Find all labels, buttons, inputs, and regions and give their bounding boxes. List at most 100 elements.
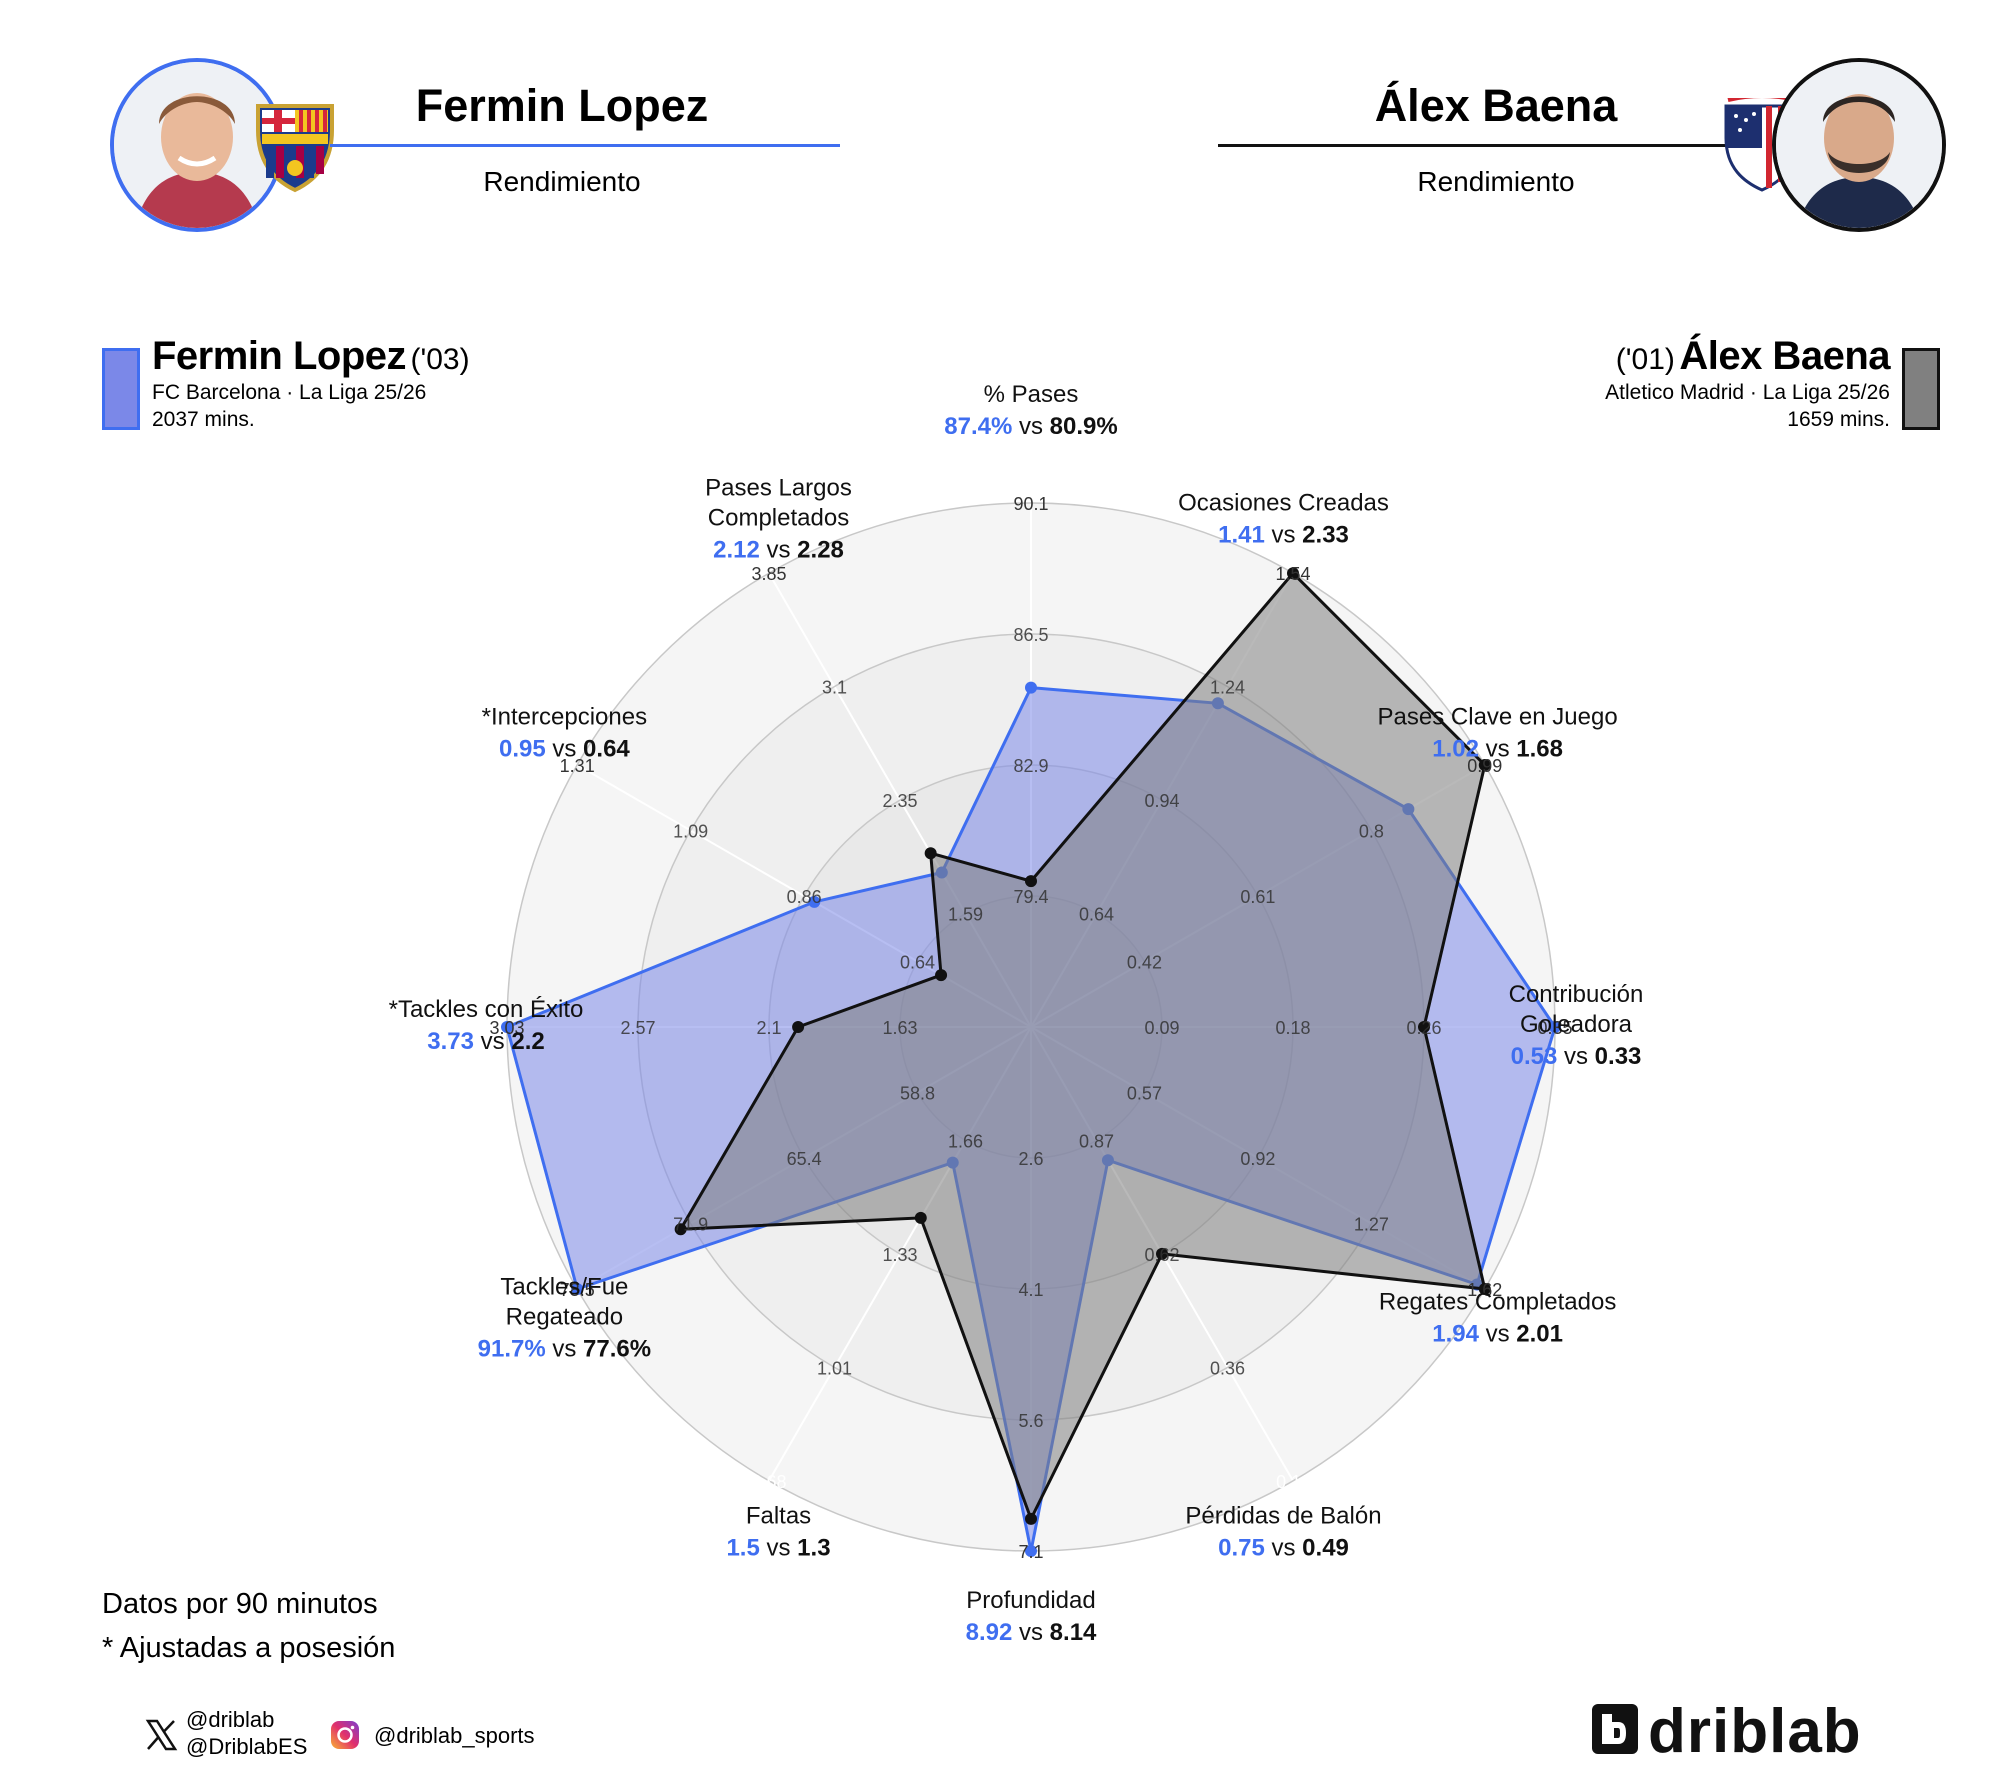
- radar-tick-label: 2.35: [882, 791, 917, 811]
- value-fermin-lopez: 2.12: [713, 536, 760, 563]
- radar-axis-label: Faltas: [746, 1503, 811, 1530]
- value-alex-baena: 1.3: [797, 1535, 830, 1562]
- radar-axis-values: 8.92 vs 8.14: [966, 1619, 1097, 1646]
- series-alex-baena-point: [1025, 875, 1037, 888]
- value-alex-baena: 8.14: [1050, 1619, 1097, 1646]
- radar-tick-label: 3.85: [751, 564, 786, 584]
- series-alex-baena-point: [1025, 1512, 1037, 1525]
- vs-word: vs: [1557, 1043, 1594, 1070]
- radar-tick-label: 0.18: [1275, 1018, 1310, 1038]
- vs-word: vs: [760, 1535, 797, 1562]
- radar-tick-label: 2.1: [756, 1018, 781, 1038]
- radar-tick-label: 0.26: [1406, 1018, 1441, 1038]
- radar-tick-label: 0.42: [1127, 953, 1162, 973]
- player-b-born: ('01): [1615, 343, 1675, 376]
- series-alex-baena-point: [674, 1223, 687, 1236]
- vs-word: vs: [474, 1028, 511, 1055]
- value-alex-baena: 0.33: [1595, 1043, 1642, 1070]
- radar-tick-label: 1.66: [948, 1131, 983, 1151]
- radar-tick-label: 0.61: [1240, 887, 1275, 907]
- series-fermin-lopez-point: [808, 895, 821, 908]
- series-alex-baena-point: [1287, 567, 1299, 580]
- x-logo-icon[interactable]: [144, 1718, 178, 1757]
- player-a-name: Fermin Lopez: [152, 334, 407, 378]
- footnote-per90: Datos por 90 minutos: [102, 1588, 378, 1620]
- radar-axis-label: Pases Largos: [705, 474, 852, 501]
- radar-tick-label: 82.9: [1013, 756, 1048, 776]
- series-alex-baena-point: [1418, 1021, 1430, 1033]
- value-fermin-lopez: 87.4%: [944, 413, 1012, 440]
- radar-axis-label: Regates Completados: [1379, 1289, 1616, 1316]
- player-photo-fermin-lopez: [110, 58, 284, 232]
- brand-wordmark: driblab: [1648, 1697, 1862, 1766]
- radar-tick-label: 0.64: [1079, 905, 1114, 925]
- radar-tick-label: 78.5: [560, 1280, 595, 1300]
- radar-axis-label: % Pases: [984, 381, 1079, 408]
- radar-axis-values: 2.12 vs 2.28: [713, 536, 844, 563]
- instagram-logo-icon[interactable]: [330, 1720, 360, 1755]
- radar-tick-label: 5.6: [1018, 1411, 1043, 1431]
- radar-axis-values: 3.73 vs 2.2: [427, 1028, 544, 1055]
- radar-axis-label: Completados: [708, 504, 849, 531]
- radar-axis-values: 0.95 vs 0.64: [499, 736, 630, 763]
- player-b-info: ('01) Álex Baena Atletico Madrid · La Li…: [1605, 334, 1890, 433]
- value-fermin-lopez: 1.41: [1218, 521, 1265, 548]
- radar-tick-label: 0.94: [1144, 791, 1179, 811]
- value-alex-baena: 0.49: [1302, 1535, 1349, 1562]
- radar-tick-label: 1.09: [673, 822, 708, 842]
- header-rule-left: [330, 144, 840, 147]
- radar-axis-values: 87.4% vs 80.9%: [944, 413, 1117, 440]
- radar-tick-label: 0.68: [751, 1472, 786, 1492]
- radar-axis-label: Pases Clave en Juego: [1378, 704, 1618, 731]
- value-fermin-lopez: 0.95: [499, 736, 546, 763]
- player-b-name: Álex Baena: [1679, 334, 1890, 378]
- radar-tick-label: 1.31: [560, 756, 595, 776]
- vs-word: vs: [546, 736, 583, 763]
- value-alex-baena: 2.01: [1516, 1321, 1563, 1348]
- x-handle-driblab[interactable]: @driblab: [186, 1707, 275, 1732]
- radar-axis-values: 1.41 vs 2.33: [1218, 521, 1349, 548]
- player-a-minutes: 2037 mins.: [152, 408, 255, 431]
- social-x-handles[interactable]: @driblab @DriblabES: [186, 1706, 307, 1760]
- radar-tick-label: 71.9: [673, 1215, 708, 1235]
- player-photo-alex-baena: [1772, 58, 1946, 232]
- vs-word: vs: [1012, 413, 1049, 440]
- legend-swatch-player-a: [102, 348, 140, 430]
- value-fermin-lopez: 0.75: [1218, 1535, 1265, 1562]
- header-rule-right: [1218, 144, 1738, 147]
- radar-axis-values: 1.94 vs 2.01: [1432, 1321, 1563, 1348]
- radar-tick-label: 0.57: [1127, 1084, 1162, 1104]
- radar-tick-label: 58.8: [900, 1084, 935, 1104]
- vs-word: vs: [1479, 1321, 1516, 1348]
- radar-tick-label: 1.27: [1354, 1215, 1389, 1235]
- club-badge-left: [252, 100, 338, 199]
- radar-tick-label: 1.01: [817, 1358, 852, 1378]
- value-fermin-lopez: 1.94: [1432, 1321, 1479, 1348]
- radar-axis-label: *Tackles con Éxito: [389, 996, 584, 1023]
- radar-axis-label: Regateado: [506, 1304, 623, 1331]
- series-fermin-lopez-point: [571, 1283, 584, 1295]
- x-handle-driblabes[interactable]: @DriblabES: [186, 1734, 308, 1759]
- player-a-club: FC Barcelona · La Liga 25/26: [152, 381, 427, 404]
- value-alex-baena: 80.9%: [1050, 413, 1118, 440]
- value-fermin-lopez: 3.73: [427, 1028, 474, 1055]
- radar-tick-label: 0.09: [1144, 1018, 1179, 1038]
- series-alex-baena-point: [1156, 1247, 1168, 1260]
- legend-swatch-player-b: [1902, 348, 1940, 430]
- radar-tick-label: 0.35: [1537, 1018, 1572, 1038]
- radar-tick-label: 0.62: [1144, 1245, 1179, 1265]
- vs-word: vs: [1265, 1535, 1302, 1562]
- value-fermin-lopez: 1.02: [1432, 736, 1479, 763]
- series-alex-baena-point: [914, 1211, 927, 1224]
- series-alex-baena-point: [1478, 759, 1491, 771]
- radar-axis-label: Profundidad: [966, 1587, 1095, 1614]
- radar-tick-label: 0.11: [1276, 1472, 1310, 1492]
- radar-tick-label: 1.59: [948, 905, 983, 925]
- radar-tick-label: 1.62: [1467, 1280, 1502, 1300]
- player-photo-icon: [114, 62, 280, 228]
- instagram-handle[interactable]: @driblab_sports: [374, 1723, 535, 1748]
- value-fermin-lopez: 8.92: [966, 1619, 1013, 1646]
- radar-axis-label: *Intercepciones: [482, 704, 647, 731]
- series-fermin-lopez-point: [501, 1021, 513, 1033]
